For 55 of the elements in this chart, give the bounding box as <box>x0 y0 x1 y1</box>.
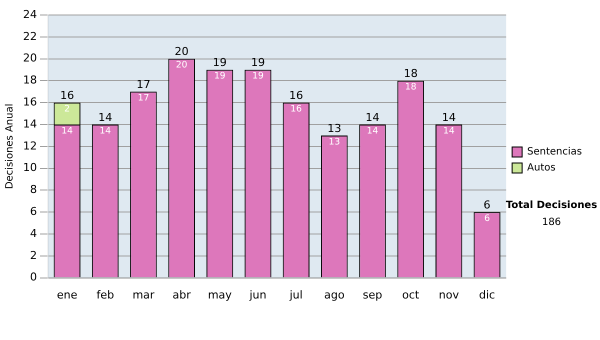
data-label: 20 <box>176 60 188 71</box>
data-label: 14 <box>443 126 455 136</box>
legend-label: Sentencias <box>527 146 582 158</box>
total-label: 16 <box>289 88 304 102</box>
y-tick-label: 10 <box>22 161 37 174</box>
y-tick-label: 8 <box>30 183 37 196</box>
total-label: 14 <box>366 110 380 124</box>
x-tick-label: mar <box>132 288 155 302</box>
total-label: 20 <box>174 45 189 58</box>
y-tick-label: 20 <box>22 52 37 65</box>
data-label: 14 <box>100 126 112 136</box>
total-label: 19 <box>212 56 227 70</box>
x-tick-label: jul <box>288 288 303 302</box>
x-tick-label: sep <box>362 288 382 302</box>
y-tick-label: 18 <box>22 74 37 87</box>
y-tick-label: 16 <box>22 95 37 108</box>
data-label: 2 <box>64 104 70 114</box>
x-tick-label: ago <box>324 288 345 302</box>
total-label: 19 <box>250 56 265 70</box>
total-label: 14 <box>442 110 456 124</box>
x-tick-label: nov <box>438 288 460 302</box>
data-label: 19 <box>252 72 264 82</box>
total-label: 17 <box>136 78 150 92</box>
total-label: 13 <box>327 122 342 135</box>
total-label: 18 <box>404 67 418 80</box>
total-label: 14 <box>98 110 112 124</box>
total-label: 16 <box>60 88 74 102</box>
y-tick-label: 4 <box>30 226 37 240</box>
y-axis-title: Decisiones Anual <box>4 104 16 190</box>
data-label: 19 <box>214 72 226 82</box>
y-tick-label: 2 <box>30 248 37 262</box>
x-tick-label: oct <box>402 288 420 302</box>
data-label: 6 <box>484 214 490 224</box>
data-label: 16 <box>290 104 302 114</box>
text: 186 <box>540 217 562 228</box>
x-tick-label: jun <box>248 288 267 302</box>
y-tick-label: 12 <box>22 139 37 152</box>
y-tick-label: 14 <box>22 117 37 130</box>
data-label: 14 <box>366 126 379 136</box>
x-tick-label: may <box>208 288 232 302</box>
total-label: 6 <box>484 198 491 212</box>
x-tick-label: dic <box>479 288 496 302</box>
legend-label: Autos <box>527 162 556 174</box>
y-tick-label: 22 <box>22 30 37 43</box>
x-tick-label: ene <box>56 288 78 302</box>
data-label: 13 <box>328 137 340 148</box>
annotation: Total Decisiones <box>504 200 598 211</box>
data-label: 14 <box>61 126 74 136</box>
data-label: 18 <box>404 82 417 93</box>
y-tick-label: 6 <box>30 204 37 218</box>
y-tick-label: 24 <box>22 8 37 21</box>
x-tick-label: abr <box>172 288 192 302</box>
x-tick-label: feb <box>96 288 114 302</box>
data-label: 17 <box>138 93 150 104</box>
y-tick-label: 0 <box>30 270 37 284</box>
